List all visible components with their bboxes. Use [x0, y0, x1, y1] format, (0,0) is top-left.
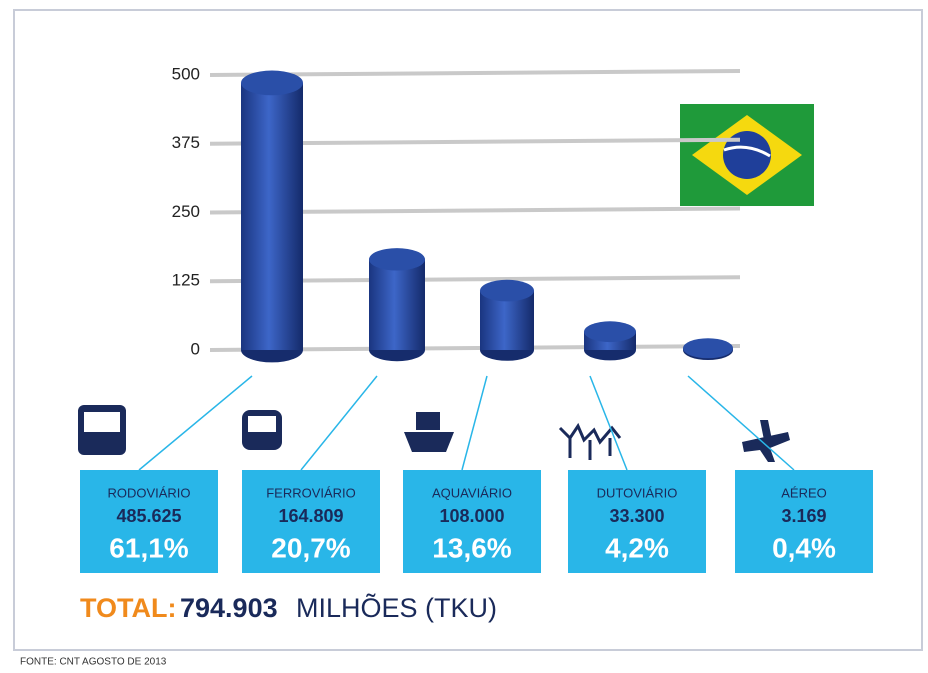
- brazil-flag: [680, 104, 814, 206]
- label-box: [80, 470, 218, 573]
- bar-top: [584, 321, 636, 343]
- value-label: 3.169: [781, 506, 826, 526]
- share-label: 61,1%: [109, 532, 188, 563]
- pointer-arrow: [589, 375, 628, 471]
- label-box: [242, 470, 380, 573]
- share-label: 0,4%: [772, 532, 836, 563]
- bar-top: [480, 279, 534, 302]
- pointer-arrow: [138, 375, 253, 471]
- grid-line: [209, 69, 741, 77]
- value-label: 485.625: [116, 506, 181, 526]
- y-tick-label: 125: [172, 271, 200, 290]
- bar-top: [683, 338, 733, 359]
- category-label: DUTOVIÁRIO: [597, 485, 678, 500]
- value-label: 33.300: [609, 506, 664, 526]
- bar-top: [369, 248, 425, 271]
- share-label: 13,6%: [432, 532, 511, 563]
- y-tick-label: 0: [191, 339, 200, 358]
- share-label: 20,7%: [271, 532, 350, 563]
- bar-top: [241, 70, 303, 96]
- icons: [78, 405, 790, 462]
- value-label: 164.809: [278, 506, 343, 526]
- pointer-arrow: [461, 375, 488, 471]
- source: FONTE: CNT AGOSTO DE 2013: [20, 657, 167, 668]
- label-box: [568, 470, 706, 573]
- category-label: AQUAVIÁRIO: [432, 485, 512, 500]
- y-tick-label: 250: [172, 202, 200, 221]
- value-label: 108.000: [439, 506, 504, 526]
- total-unit: MILHÕES (TKU): [296, 592, 497, 623]
- label-box: [735, 470, 873, 573]
- pointer-arrow: [300, 375, 378, 471]
- total-value: 794.903: [180, 593, 278, 623]
- label-box: [403, 470, 541, 573]
- bar: [241, 82, 303, 350]
- y-tick-label: 500: [172, 64, 200, 83]
- y-tick-label: 375: [172, 133, 200, 152]
- category-label: FERROVIÁRIO: [266, 485, 356, 500]
- category-label: RODOVIÁRIO: [107, 485, 190, 500]
- bar: [369, 259, 425, 350]
- total-label: TOTAL:: [80, 593, 176, 623]
- pointer-arrow: [687, 375, 795, 471]
- share-label: 4,2%: [605, 532, 669, 563]
- frame: [13, 9, 923, 651]
- category-label: AÉREO: [781, 485, 827, 500]
